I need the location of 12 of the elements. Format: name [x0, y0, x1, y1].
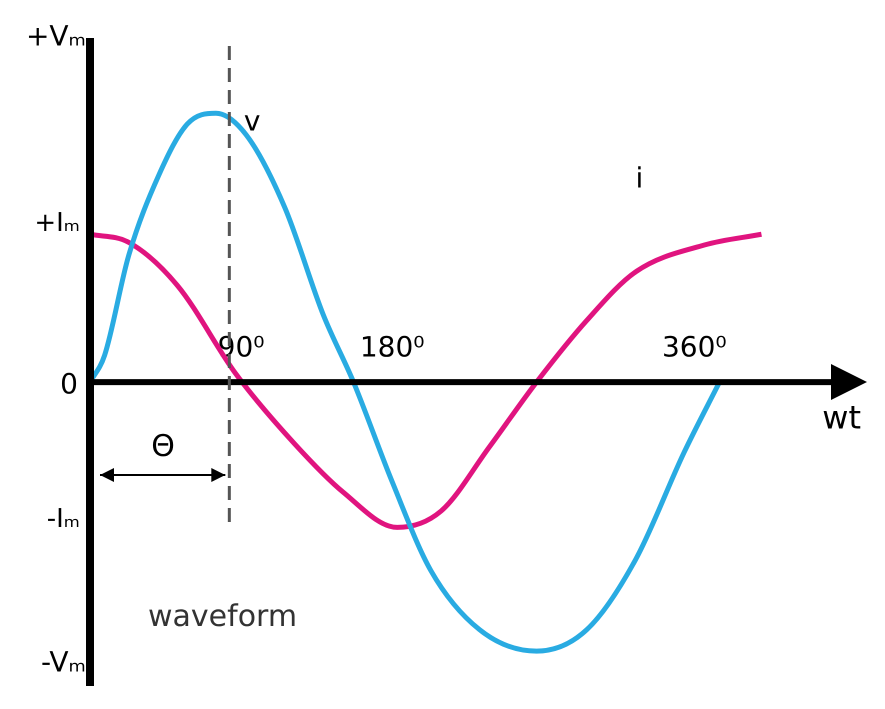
x-tick-label: 360⁰	[662, 330, 727, 364]
text: -Iₘ	[46, 504, 80, 534]
text: -Vₘ	[40, 645, 86, 678]
text: +Iₘ	[34, 208, 80, 238]
text: 0	[60, 367, 78, 400]
annotation: Θ	[151, 428, 175, 464]
series-label: v	[244, 104, 260, 138]
text: +Vₘ	[26, 19, 86, 52]
text: i	[636, 162, 644, 195]
x-axis-title: wt	[822, 398, 861, 436]
annotation: waveform	[148, 598, 298, 634]
x-tick-label: 180⁰	[360, 330, 424, 364]
